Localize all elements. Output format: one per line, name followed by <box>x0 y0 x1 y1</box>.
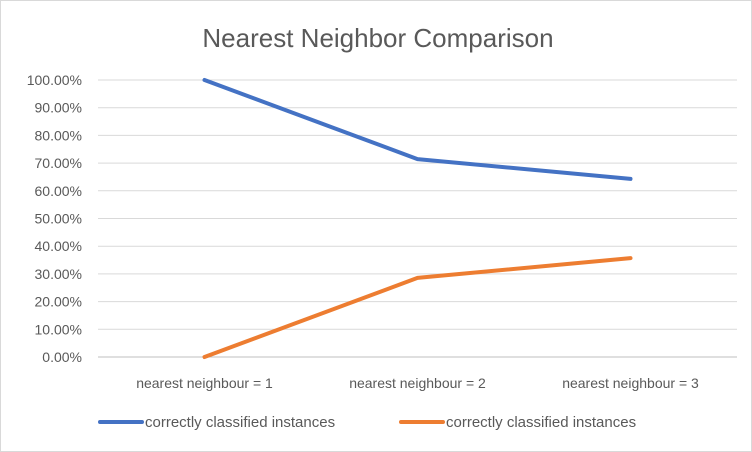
y-tick-label: 40.00% <box>35 238 82 254</box>
gridlines <box>98 79 737 358</box>
y-tick-label: 90.00% <box>35 100 82 116</box>
x-tick-label: nearest neighbour = 1 <box>136 375 273 391</box>
y-tick-label: 10.00% <box>35 321 82 337</box>
series-line-1 <box>202 78 633 181</box>
y-tick-label: 70.00% <box>35 155 82 171</box>
y-tick-label: 0.00% <box>42 349 82 365</box>
series-lines <box>202 78 633 359</box>
y-axis-tick-labels: 0.00% 10.00% 20.00% 30.00% 40.00% 50.00% 60.00… <box>27 72 82 365</box>
series-line-2 <box>202 256 633 359</box>
y-tick-label: 50.00% <box>35 211 82 227</box>
legend-label: correctly classified instances <box>145 414 335 431</box>
y-tick-label: 60.00% <box>35 183 82 199</box>
y-tick-label: 80.00% <box>35 127 82 143</box>
y-tick-label: 20.00% <box>35 294 82 310</box>
legend-label: correctly classified instances <box>446 414 636 431</box>
y-tick-label: 100.00% <box>27 72 82 88</box>
x-axis-tick-labels: nearest neighbour = 1 nearest neighbour =… <box>136 375 699 391</box>
x-tick-label: nearest neighbour = 3 <box>562 375 699 391</box>
chart-title: Nearest Neighbor Comparison <box>202 23 553 53</box>
x-tick-label: nearest neighbour = 2 <box>349 375 486 391</box>
y-tick-label: 30.00% <box>35 266 82 282</box>
legend: correctly classified instances correctly … <box>98 414 636 431</box>
